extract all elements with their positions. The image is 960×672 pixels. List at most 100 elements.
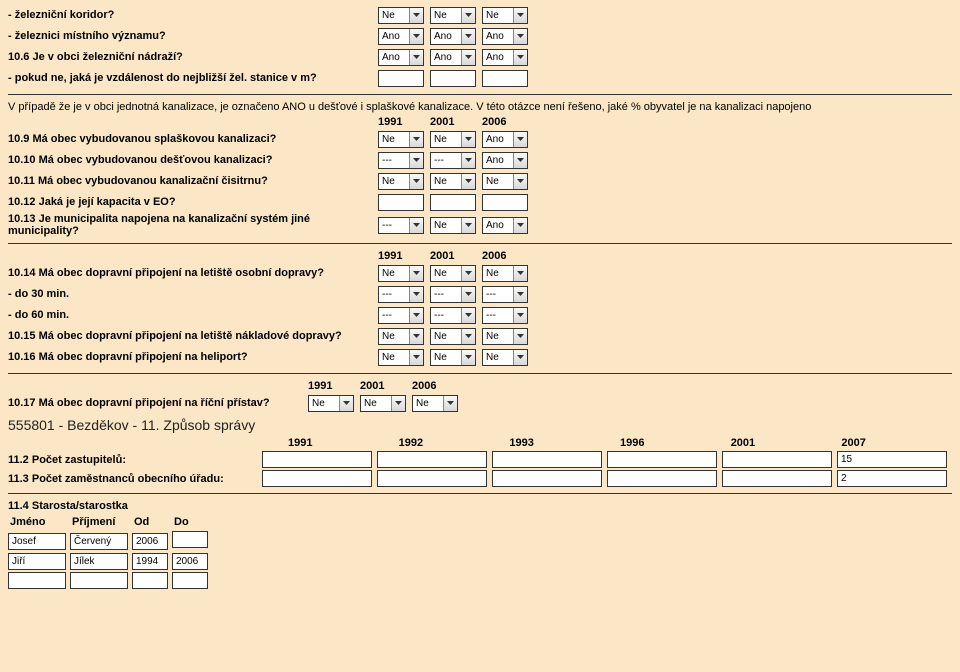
text-input[interactable]: [482, 70, 528, 87]
text-input[interactable]: [430, 70, 476, 87]
dropdown[interactable]: ---: [378, 286, 424, 303]
text-input[interactable]: 2006: [132, 533, 168, 550]
dropdown[interactable]: Ne: [430, 7, 476, 24]
dropdown[interactable]: Ne: [378, 131, 424, 148]
text-input[interactable]: [482, 194, 528, 211]
dropdown[interactable]: Ano: [482, 152, 528, 169]
text-input[interactable]: [172, 531, 208, 548]
chevron-down-icon[interactable]: [461, 132, 475, 147]
dropdown[interactable]: Ne: [430, 328, 476, 345]
chevron-down-icon[interactable]: [409, 350, 423, 365]
dropdown[interactable]: Ano: [482, 28, 528, 45]
dropdown[interactable]: ---: [482, 286, 528, 303]
dropdown[interactable]: ---: [430, 286, 476, 303]
chevron-down-icon[interactable]: [461, 287, 475, 302]
chevron-down-icon[interactable]: [461, 29, 475, 44]
chevron-down-icon[interactable]: [409, 50, 423, 65]
chevron-down-icon[interactable]: [409, 287, 423, 302]
dropdown[interactable]: Ne: [430, 349, 476, 366]
chevron-down-icon[interactable]: [513, 29, 527, 44]
text-input[interactable]: [607, 470, 717, 487]
text-input[interactable]: [378, 194, 424, 211]
dropdown[interactable]: Ano: [482, 49, 528, 66]
text-input[interactable]: Josef: [8, 533, 66, 550]
chevron-down-icon[interactable]: [513, 174, 527, 189]
chevron-down-icon[interactable]: [513, 266, 527, 281]
chevron-down-icon[interactable]: [339, 396, 353, 411]
dropdown[interactable]: ---: [378, 217, 424, 234]
text-input[interactable]: [430, 194, 476, 211]
chevron-down-icon[interactable]: [443, 396, 457, 411]
chevron-down-icon[interactable]: [409, 218, 423, 233]
text-input[interactable]: Červený: [70, 533, 128, 550]
dropdown[interactable]: Ano: [430, 28, 476, 45]
dropdown[interactable]: Ne: [482, 265, 528, 282]
dropdown[interactable]: Ne: [430, 173, 476, 190]
text-input[interactable]: [132, 572, 168, 589]
dropdown[interactable]: Ne: [378, 328, 424, 345]
text-input[interactable]: [492, 451, 602, 468]
text-input[interactable]: [70, 572, 128, 589]
chevron-down-icon[interactable]: [461, 153, 475, 168]
dropdown[interactable]: ---: [430, 152, 476, 169]
chevron-down-icon[interactable]: [461, 218, 475, 233]
chevron-down-icon[interactable]: [513, 8, 527, 23]
chevron-down-icon[interactable]: [409, 29, 423, 44]
text-input[interactable]: [377, 451, 487, 468]
chevron-down-icon[interactable]: [513, 287, 527, 302]
text-input[interactable]: 15: [837, 451, 947, 468]
dropdown[interactable]: Ano: [378, 28, 424, 45]
dropdown[interactable]: Ne: [308, 395, 354, 412]
dropdown[interactable]: Ne: [378, 173, 424, 190]
dropdown[interactable]: Ne: [360, 395, 406, 412]
dropdown[interactable]: Ano: [482, 131, 528, 148]
dropdown[interactable]: Ne: [430, 131, 476, 148]
chevron-down-icon[interactable]: [513, 308, 527, 323]
dropdown[interactable]: Ne: [430, 217, 476, 234]
text-input[interactable]: [377, 470, 487, 487]
text-input[interactable]: 2: [837, 470, 947, 487]
chevron-down-icon[interactable]: [513, 350, 527, 365]
chevron-down-icon[interactable]: [461, 329, 475, 344]
chevron-down-icon[interactable]: [461, 8, 475, 23]
dropdown[interactable]: Ne: [378, 7, 424, 24]
text-input[interactable]: [8, 572, 66, 589]
text-input[interactable]: [262, 451, 372, 468]
text-input[interactable]: [262, 470, 372, 487]
chevron-down-icon[interactable]: [513, 329, 527, 344]
dropdown[interactable]: Ne: [430, 265, 476, 282]
text-input[interactable]: 2006: [172, 553, 208, 570]
dropdown[interactable]: Ne: [482, 328, 528, 345]
dropdown[interactable]: ---: [430, 307, 476, 324]
text-input[interactable]: Jílek: [70, 553, 128, 570]
chevron-down-icon[interactable]: [461, 174, 475, 189]
dropdown[interactable]: Ne: [378, 265, 424, 282]
chevron-down-icon[interactable]: [391, 396, 405, 411]
chevron-down-icon[interactable]: [513, 132, 527, 147]
dropdown[interactable]: Ne: [482, 7, 528, 24]
text-input[interactable]: [172, 572, 208, 589]
dropdown[interactable]: Ne: [378, 349, 424, 366]
dropdown[interactable]: Ano: [482, 217, 528, 234]
text-input[interactable]: [722, 470, 832, 487]
dropdown[interactable]: Ne: [482, 349, 528, 366]
dropdown[interactable]: ---: [378, 152, 424, 169]
chevron-down-icon[interactable]: [461, 266, 475, 281]
dropdown[interactable]: ---: [378, 307, 424, 324]
text-input[interactable]: [607, 451, 717, 468]
dropdown[interactable]: ---: [482, 307, 528, 324]
chevron-down-icon[interactable]: [461, 350, 475, 365]
text-input[interactable]: [492, 470, 602, 487]
chevron-down-icon[interactable]: [409, 308, 423, 323]
text-input[interactable]: [378, 70, 424, 87]
chevron-down-icon[interactable]: [461, 308, 475, 323]
chevron-down-icon[interactable]: [409, 132, 423, 147]
chevron-down-icon[interactable]: [409, 8, 423, 23]
dropdown[interactable]: Ano: [430, 49, 476, 66]
dropdown[interactable]: Ne: [412, 395, 458, 412]
text-input[interactable]: Jiří: [8, 553, 66, 570]
chevron-down-icon[interactable]: [409, 329, 423, 344]
chevron-down-icon[interactable]: [409, 153, 423, 168]
chevron-down-icon[interactable]: [513, 50, 527, 65]
chevron-down-icon[interactable]: [461, 50, 475, 65]
